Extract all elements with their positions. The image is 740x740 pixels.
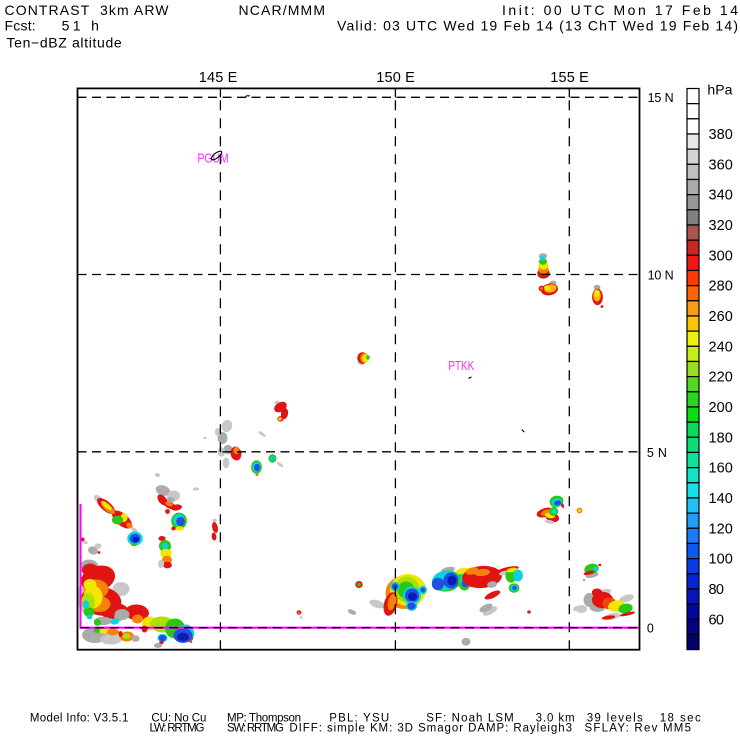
- svg-text:280: 280: [709, 279, 733, 295]
- svg-text:160: 160: [709, 461, 733, 477]
- svg-text:120: 120: [709, 521, 733, 537]
- svg-text:MP: Thompson: MP: Thompson: [227, 713, 301, 725]
- svg-text:150 E: 150 E: [376, 70, 415, 86]
- svg-text:Init: 00 UTC Mon 17 Feb 14: Init: 00 UTC Mon 17 Feb 14: [502, 2, 738, 18]
- svg-text:0: 0: [647, 621, 654, 635]
- svg-text:SFLAY: Rev MM5: SFLAY: Rev MM5: [585, 722, 692, 734]
- svg-text:340: 340: [709, 188, 733, 204]
- svg-text:260: 260: [709, 309, 733, 325]
- svg-text:3.0 km: 3.0 km: [536, 713, 575, 725]
- svg-text:PGUM: PGUM: [198, 151, 229, 165]
- svg-text:180: 180: [709, 430, 733, 446]
- svg-text:PTKK: PTKK: [448, 360, 474, 374]
- svg-text:LW: RRTMG: LW: RRTMG: [150, 722, 205, 734]
- svg-text:hPa: hPa: [707, 81, 732, 97]
- svg-text:Valid: 03 UTC Wed 19 Feb 14 (1: Valid: 03 UTC Wed 19 Feb 14 (13 ChT Wed …: [337, 18, 738, 34]
- svg-text:220: 220: [709, 370, 733, 386]
- svg-text:140: 140: [709, 491, 733, 507]
- svg-text:PBL: YSU: PBL: YSU: [329, 713, 389, 725]
- svg-text:18 sec: 18 sec: [660, 713, 701, 725]
- svg-text:51 h: 51 h: [62, 18, 99, 34]
- svg-text:145 E: 145 E: [199, 70, 238, 86]
- svg-text:320: 320: [709, 218, 733, 234]
- svg-text:155 E: 155 E: [550, 70, 589, 86]
- svg-text:360: 360: [709, 157, 733, 173]
- svg-text:10 N: 10 N: [648, 268, 674, 282]
- svg-text:15 N: 15 N: [648, 91, 674, 105]
- svg-text:CONTRAST 3km ARW: CONTRAST 3km ARW: [5, 2, 170, 18]
- svg-text:Ten−dBZ altitude: Ten−dBZ altitude: [7, 35, 122, 51]
- svg-text:380: 380: [709, 127, 733, 143]
- svg-text:DIFF: simple KM: 3D Smagor DAM: DIFF: simple KM: 3D Smagor DAMP: Rayleig…: [289, 722, 572, 734]
- svg-text:SW: RRTMG: SW: RRTMG: [227, 722, 284, 734]
- svg-text:5 N: 5 N: [647, 446, 667, 460]
- svg-text:SF: Noah LSM: SF: Noah LSM: [426, 713, 514, 725]
- svg-text:Model Info: V3.5.1: Model Info: V3.5.1: [30, 713, 128, 725]
- svg-text:300: 300: [709, 248, 733, 264]
- svg-text:80: 80: [709, 582, 725, 598]
- svg-text:100: 100: [709, 552, 733, 568]
- svg-text:200: 200: [709, 400, 733, 416]
- svg-text:Fcst:: Fcst:: [5, 18, 36, 34]
- svg-text:NCAR/MMM: NCAR/MMM: [239, 2, 326, 18]
- svg-text:60: 60: [709, 612, 725, 628]
- svg-text:CU: No Cu: CU: No Cu: [151, 713, 206, 725]
- svg-text:240: 240: [709, 339, 733, 355]
- svg-text:39 levels: 39 levels: [587, 713, 643, 725]
